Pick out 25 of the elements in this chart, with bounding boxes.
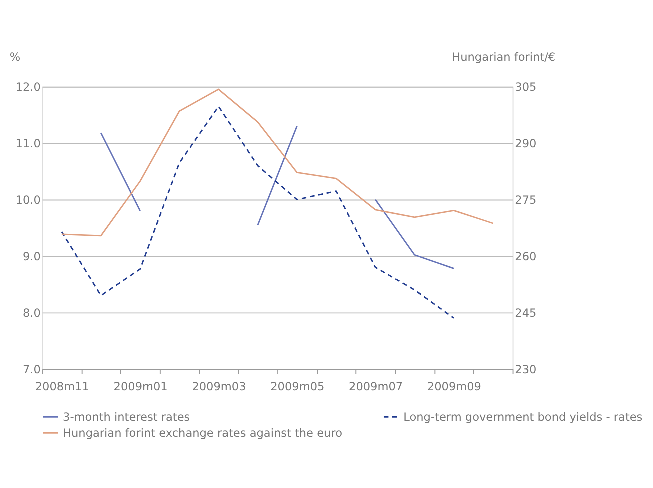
- legend-label: Long-term government bond yields - rates: [404, 410, 643, 424]
- line-series: [61, 106, 455, 320]
- x-tick-label: 2009m07: [349, 380, 404, 394]
- legend-label: Hungarian forint exchange rates against the euro: [63, 426, 343, 440]
- x-tick-label: 2009m01: [114, 380, 168, 394]
- x-tick-label: 2009m05: [270, 380, 325, 394]
- y2-tick-label: 260: [515, 250, 537, 264]
- y2-tick-label: 230: [515, 363, 537, 376]
- y2-tick-label: 275: [515, 194, 537, 208]
- y2-tick-label: 290: [515, 138, 537, 151]
- y2-tick-label: 305: [515, 81, 537, 94]
- y2-tick-label: 245: [515, 306, 537, 320]
- y-tick-label: 7.0: [22, 363, 41, 376]
- y-tick-label: 12.0: [16, 81, 41, 94]
- y-tick-label: 9.0: [22, 250, 41, 264]
- legend-label: 3-month interest rates: [63, 410, 190, 424]
- y-tick-label: 10.0: [16, 194, 41, 208]
- y-tick-label: 8.0: [22, 306, 41, 320]
- y-tick-label: 11.0: [16, 138, 41, 151]
- x-tick-label: 2009m09: [427, 380, 482, 394]
- x-tick-label: 2009m03: [192, 380, 246, 394]
- line-series: [61, 88, 494, 237]
- y-axis-title: %: [10, 51, 21, 64]
- x-tick-label: 2008m11: [35, 380, 90, 394]
- y2-axis-title: Hungarian forint/€: [452, 51, 556, 64]
